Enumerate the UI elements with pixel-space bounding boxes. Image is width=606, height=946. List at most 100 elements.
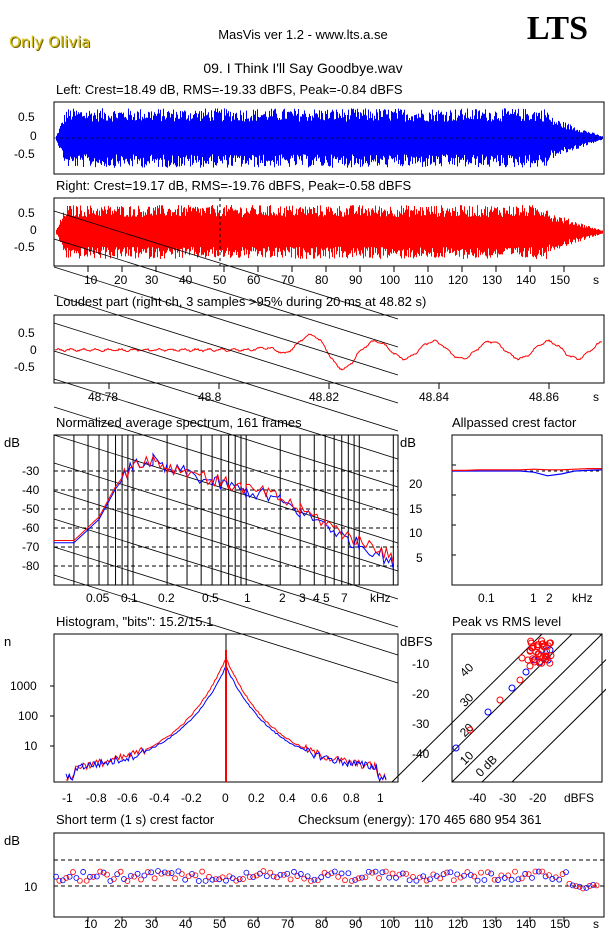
- crest-point: [151, 875, 158, 882]
- prms-diag: [511, 688, 606, 783]
- crest-point: [158, 870, 165, 877]
- crest-xtick: 10: [84, 917, 98, 931]
- wave-xtick: 90: [349, 273, 363, 287]
- spec-slope: [53, 266, 399, 376]
- spec-slope: [53, 378, 399, 488]
- crest-point: [525, 871, 532, 878]
- crest-point: [413, 877, 420, 884]
- crest-xtick: 70: [281, 917, 295, 931]
- crest-point: [389, 870, 396, 877]
- crest-point: [362, 874, 369, 881]
- crest-xtick: 140: [516, 917, 537, 931]
- crest-point: [563, 869, 569, 876]
- wave-xtick: 140: [516, 273, 537, 287]
- crest-xtick: 150: [550, 917, 571, 931]
- crest-point: [515, 876, 522, 883]
- crest-point: [532, 868, 539, 875]
- crest-point: [104, 871, 110, 878]
- prms-point: [526, 662, 534, 670]
- prms-point: [524, 656, 532, 664]
- left-ytick: -0.5: [14, 147, 35, 161]
- crest-xtick: s: [593, 917, 599, 931]
- crest-point: [430, 871, 437, 878]
- brand-label: Only Olivia: [9, 33, 91, 51]
- allpass-ytick: 10: [409, 526, 423, 540]
- hist-xtick: 0.8: [343, 791, 360, 805]
- crest-point: [569, 882, 576, 889]
- crest-point: [335, 873, 342, 880]
- spec-xtick: 1: [244, 591, 251, 605]
- right-waveform: [56, 204, 603, 260]
- crest-point: [107, 878, 114, 884]
- spec-xtick: 0.2: [158, 591, 175, 605]
- prms-diag: [391, 633, 543, 783]
- crest-point: [454, 871, 461, 878]
- crest-point: [396, 871, 403, 878]
- wave-xtick: 60: [247, 273, 261, 287]
- allpass-ytick: 15: [409, 502, 423, 516]
- crest-point: [498, 872, 505, 879]
- spec-xtick: 2: [279, 591, 286, 605]
- loud-ytick: 0: [30, 343, 37, 357]
- hist-xtick: 0.2: [248, 791, 265, 805]
- crest-point: [481, 877, 488, 883]
- crest-point: [559, 871, 566, 877]
- wave-xtick: s: [593, 273, 599, 287]
- crest-point: [182, 876, 189, 883]
- hist-xtick: -0.4: [149, 791, 170, 805]
- spec-ytick: -80: [22, 559, 40, 573]
- spectrum-title: Normalized average spectrum, 161 frames: [56, 415, 302, 430]
- crest-point: [80, 869, 87, 875]
- crest-point: [56, 877, 63, 884]
- prms-ytick: -30: [412, 717, 430, 731]
- prms-point: [534, 641, 542, 649]
- right-ytick: -0.5: [14, 240, 35, 254]
- crest-point: [416, 874, 423, 881]
- crest-point: [131, 873, 138, 880]
- crest-point: [318, 874, 325, 881]
- allpass-frame: [451, 434, 603, 586]
- prms-xtick: -30: [499, 791, 517, 805]
- crest-point: [127, 872, 134, 879]
- crest-point: [342, 877, 348, 884]
- crest-point: [141, 872, 148, 879]
- app-version: MasVis ver 1.2 - www.lts.a.se: [218, 27, 388, 42]
- crest-point: [549, 876, 556, 882]
- crest-point: [471, 873, 478, 880]
- right-channel-title: Right: Crest=19.17 dB, RMS=-19.76 dBFS, …: [56, 178, 412, 193]
- prms-ytick: -20: [412, 687, 430, 701]
- left-waveform: [56, 108, 603, 168]
- hist-xtick: -0.8: [86, 791, 107, 805]
- allpass-right: [452, 468, 602, 471]
- crest-point: [73, 875, 80, 881]
- crest-point: [233, 877, 240, 884]
- crest-point: [236, 876, 243, 883]
- spec-xtick: 0.1: [121, 591, 138, 605]
- loudest-wave: [54, 333, 603, 371]
- spec-slope: [53, 462, 399, 572]
- prms-point: [535, 650, 543, 658]
- crest-point: [199, 868, 206, 875]
- hist-xtick: 0.6: [311, 791, 328, 805]
- crest-point: [138, 876, 144, 883]
- crest-point: [284, 870, 291, 877]
- crest-point: [76, 877, 83, 884]
- wave-xtick: 100: [380, 273, 401, 287]
- crest-point: [325, 872, 331, 878]
- crest-point: [226, 873, 233, 880]
- crest-point: [53, 873, 59, 880]
- prms-point: [546, 659, 554, 667]
- crest-point: [546, 872, 552, 879]
- crest-point: [223, 877, 229, 884]
- crest-point: [212, 876, 219, 883]
- crest-point: [539, 868, 546, 875]
- crest-point: [297, 871, 304, 877]
- crest-point: [457, 874, 464, 881]
- crest-point: [437, 875, 444, 882]
- crest-point: [246, 874, 253, 880]
- crest-point: [576, 883, 583, 890]
- crest-point: [83, 877, 90, 884]
- spec-slope: [53, 574, 399, 684]
- crest-point: [250, 874, 257, 880]
- crest-point: [240, 876, 246, 882]
